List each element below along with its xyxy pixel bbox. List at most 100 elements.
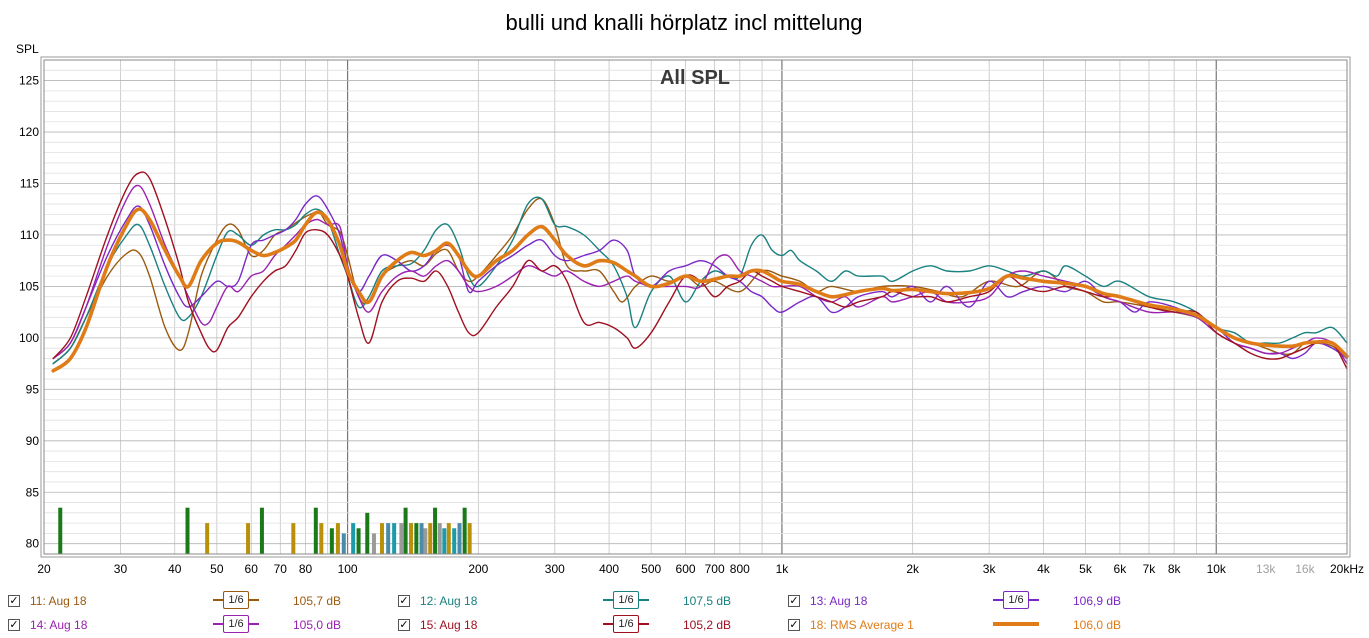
legend-smoothing-label: 1/6	[223, 615, 249, 633]
y-tick-label: 105	[19, 279, 39, 293]
peak-marker	[386, 523, 391, 554]
legend-item: ✓ 15: Aug 18 1/6 105,2 dB	[398, 615, 768, 637]
x-tick-label: 7k	[1143, 562, 1157, 576]
peak-marker	[341, 533, 346, 554]
legend-level-value: 105,2 dB	[683, 618, 732, 632]
x-tick-label: 60	[245, 562, 259, 576]
x-tick-label: 5k	[1079, 562, 1093, 576]
legend-smoothing-label: 1/6	[613, 591, 639, 609]
y-tick-label: 90	[26, 434, 40, 448]
x-tick-label: 50	[210, 562, 224, 576]
plot-frame	[43, 59, 1348, 555]
peak-marker	[409, 523, 414, 554]
x-tick-label: 70	[274, 562, 288, 576]
x-tick-label: 700	[705, 562, 725, 576]
series-lines	[51, 171, 1349, 373]
peak-marker	[246, 523, 251, 554]
legend-level-value: 105,0 dB	[293, 618, 342, 632]
legend-checkbox[interactable]: ✓	[788, 619, 800, 631]
legend-smoothing-button[interactable]	[993, 615, 1039, 633]
peak-marker	[442, 528, 447, 554]
legend-level-value: 105,7 dB	[293, 594, 342, 608]
x-tick-label: 20kHz	[1330, 562, 1364, 576]
x-tick-label: 13k	[1256, 562, 1276, 576]
x-tick-label: 200	[468, 562, 488, 576]
peak-marker	[205, 523, 210, 554]
peak-marker	[452, 528, 457, 554]
x-tick-label: 100	[338, 562, 358, 576]
peak-marker	[335, 523, 340, 554]
legend-checkbox[interactable]: ✓	[398, 619, 410, 631]
legend-level-value: 106,0 dB	[1073, 618, 1122, 632]
peak-marker	[462, 507, 467, 554]
legend-checkbox[interactable]: ✓	[8, 595, 20, 607]
x-tick-labels: 20 30 40 50 60 70 80 100 200 300 400 500 600 700 800 1k…	[37, 562, 1364, 576]
x-tick-label: 8k	[1168, 562, 1182, 576]
peak-marker	[467, 523, 472, 554]
peak-marker	[414, 523, 419, 554]
peak-marker	[392, 523, 397, 554]
legend-smoothing-button[interactable]: 1/6	[213, 615, 259, 633]
legend-item: ✓ 11: Aug 18 1/6 105,7 dB	[8, 591, 378, 613]
peak-marker	[259, 507, 264, 554]
peak-marker	[428, 523, 433, 554]
legend-smoothing-button[interactable]: 1/6	[213, 591, 259, 609]
peak-marker	[351, 523, 356, 554]
peak-marker	[446, 523, 451, 554]
x-tick-label: 300	[545, 562, 565, 576]
legend-row-2: ✓ 14: Aug 18 1/6 105,0 dB ✓ 15: Aug 18 1/6 105,…	[0, 615, 1369, 637]
x-tick-label: 600	[676, 562, 696, 576]
legend-item: ✓ 14: Aug 18 1/6 105,0 dB	[8, 615, 378, 637]
legend-checkbox[interactable]: ✓	[788, 595, 800, 607]
peak-marker	[457, 523, 462, 554]
legend-smoothing-label: 1/6	[613, 615, 639, 633]
peak-marker	[319, 523, 324, 554]
y-tick-label: 95	[26, 382, 40, 396]
legend-line-swatch	[993, 622, 1039, 626]
x-tick-label: 30	[114, 562, 128, 576]
peak-marker	[58, 507, 63, 554]
peak-marker	[356, 528, 361, 554]
y-tick-label: 80	[26, 537, 40, 551]
legend-smoothing-button[interactable]: 1/6	[603, 615, 649, 633]
legend-checkbox[interactable]: ✓	[8, 619, 20, 631]
y-tick-label: 110	[20, 228, 39, 242]
y-axis-label: SPL	[16, 42, 39, 56]
legend-smoothing-button[interactable]: 1/6	[993, 591, 1039, 609]
peak-marker	[185, 507, 190, 554]
legend-label: 18: RMS Average 1	[810, 618, 914, 632]
peak-marker	[433, 507, 438, 554]
x-tick-label: 4k	[1037, 562, 1051, 576]
x-tick-label: 40	[168, 562, 182, 576]
y-tick-label: 125	[19, 74, 39, 88]
chart-subtitle: All SPL	[660, 67, 730, 89]
x-tick-label: 1k	[776, 562, 790, 576]
peak-marker	[313, 507, 318, 554]
peak-marker	[437, 523, 442, 554]
x-tick-label: 2k	[906, 562, 920, 576]
y-tick-label: 85	[26, 485, 40, 499]
chart-title: bulli und knalli hörplatz incl mittelung	[505, 10, 862, 35]
peak-marker	[403, 507, 408, 554]
legend-label: 13: Aug 18	[810, 594, 868, 608]
peak-marker	[329, 528, 334, 554]
x-tick-label: 3k	[983, 562, 997, 576]
peak-marker	[371, 533, 376, 554]
peak-marker	[365, 512, 370, 554]
legend-level-value: 107,5 dB	[683, 594, 732, 608]
x-tick-label: 500	[641, 562, 661, 576]
x-tick-label: 800	[730, 562, 750, 576]
x-tick-label: 20	[37, 562, 51, 576]
x-tick-label: 400	[599, 562, 619, 576]
series-line-5	[52, 171, 1348, 370]
peak-marker	[379, 523, 384, 554]
series-line-1	[52, 197, 1348, 365]
legend-checkbox[interactable]: ✓	[398, 595, 410, 607]
x-tick-label: 10k	[1207, 562, 1227, 576]
legend-smoothing-label: 1/6	[223, 591, 249, 609]
legend-row-1: ✓ 11: Aug 18 1/6 105,7 dB ✓ 12: Aug 18 1/6 107,…	[0, 591, 1369, 613]
series-line-2	[52, 196, 1348, 365]
legend-label: 15: Aug 18	[420, 618, 478, 632]
legend-smoothing-button[interactable]: 1/6	[603, 591, 649, 609]
legend-item: ✓ 12: Aug 18 1/6 107,5 dB	[398, 591, 768, 613]
